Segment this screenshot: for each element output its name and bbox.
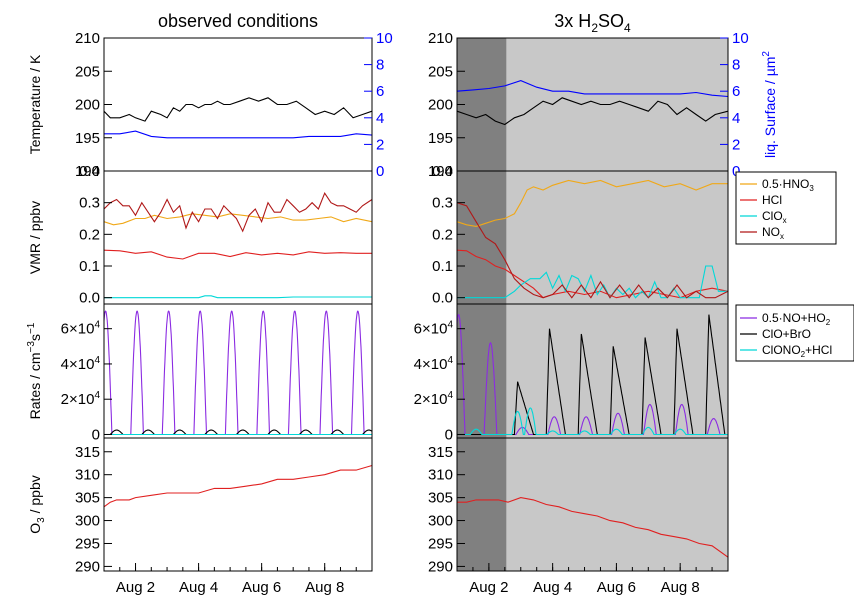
y-tick-label: 6×104 bbox=[414, 320, 454, 338]
title-right: 3x H2SO4 bbox=[554, 11, 631, 35]
legend-box-rates bbox=[735, 304, 854, 362]
panel-frame bbox=[103, 37, 373, 172]
y-tick-label: 6×104 bbox=[61, 320, 101, 338]
y-tick-label: 295 bbox=[428, 535, 453, 552]
y-tick-label: 205 bbox=[428, 63, 453, 80]
y-tick-label: 0.0 bbox=[79, 290, 100, 307]
y-tick-label: 315 bbox=[428, 444, 453, 461]
y-tick-label: 310 bbox=[428, 467, 453, 484]
y-tick-label: 2 bbox=[376, 136, 384, 153]
vmr-line-nox bbox=[456, 202, 729, 299]
y-tick-label: 0.2 bbox=[79, 226, 100, 243]
vmr-line-clox bbox=[457, 265, 728, 299]
y-tick-label: 8 bbox=[376, 57, 384, 74]
y-tick-label: 4 bbox=[732, 110, 740, 127]
vmr-line-hno3 bbox=[456, 179, 728, 227]
x-tick-label: Aug 8 bbox=[305, 579, 344, 596]
y-tick-label: 2×104 bbox=[414, 390, 454, 408]
rate-line-clono2-hcl bbox=[457, 407, 728, 436]
y-tick-label: 10 bbox=[376, 30, 393, 47]
y-tick-label: 0.1 bbox=[79, 258, 100, 275]
y-tick-label: 190 bbox=[428, 163, 453, 180]
y-tick-label: 200 bbox=[75, 97, 100, 114]
y-tick-label: 0.3 bbox=[432, 195, 453, 212]
title-left: observed conditions bbox=[158, 11, 318, 31]
panel-frame bbox=[456, 437, 729, 572]
y-tick-label: 0.2 bbox=[432, 226, 453, 243]
vmr-line-hno3 bbox=[103, 213, 373, 226]
y2-axis-label-surface: liq. Surface / µm2 bbox=[761, 51, 778, 158]
y-tick-label: 300 bbox=[75, 513, 100, 530]
y-tick-label: 8 bbox=[732, 57, 740, 74]
y-tick-label: 6 bbox=[732, 83, 740, 100]
liq-surface-line bbox=[104, 130, 373, 139]
y-tick-label: 2 bbox=[732, 136, 740, 153]
y-tick-label: 6 bbox=[376, 83, 384, 100]
y-tick-label: 195 bbox=[75, 130, 100, 147]
x-tick-label: Aug 6 bbox=[242, 579, 281, 596]
panel-frame bbox=[103, 437, 373, 572]
y-tick-label: 190 bbox=[75, 163, 100, 180]
temperature-line bbox=[456, 97, 729, 126]
x-tick-label: Aug 4 bbox=[533, 579, 572, 596]
y-tick-label: 0 bbox=[445, 426, 453, 443]
y-tick-label: 195 bbox=[428, 130, 453, 147]
x-tick-label: Aug 6 bbox=[597, 579, 636, 596]
vmr-line-clox bbox=[104, 295, 372, 299]
y-axis-label-vmr: VMR / ppbv bbox=[27, 201, 43, 274]
y-tick-label: 210 bbox=[75, 30, 100, 47]
y-tick-label: 2×104 bbox=[61, 390, 101, 408]
x-tick-label: Aug 4 bbox=[179, 579, 218, 596]
y-tick-label: 200 bbox=[428, 97, 453, 114]
ozone-line bbox=[103, 464, 373, 508]
x-tick-label: Aug 2 bbox=[469, 579, 508, 596]
y-tick-label: 315 bbox=[75, 444, 100, 461]
x-tick-label: Aug 2 bbox=[116, 579, 155, 596]
legend-label-clox: ClOx bbox=[762, 209, 787, 225]
y-tick-label: 300 bbox=[428, 513, 453, 530]
x-tick-label: Aug 8 bbox=[661, 579, 700, 596]
legend-label-hno3: 0.5·HNO3 bbox=[762, 177, 814, 193]
y-tick-label: 0 bbox=[376, 163, 384, 180]
y-tick-label: 0.4 bbox=[79, 163, 100, 180]
y-tick-label: 0.1 bbox=[432, 258, 453, 275]
y-tick-label: 4×104 bbox=[414, 355, 454, 373]
y-axis-label-ozone: O3 / ppbv bbox=[27, 475, 47, 533]
y-tick-label: 310 bbox=[75, 467, 100, 484]
vmr-line-nox bbox=[103, 192, 373, 233]
y-axis-label-rates: Rates / cm−3s−1 bbox=[26, 322, 43, 419]
y-tick-label: 0.4 bbox=[432, 163, 453, 180]
y-tick-label: 0.3 bbox=[79, 195, 100, 212]
y-tick-label: 295 bbox=[75, 535, 100, 552]
legend-label-clono2-hcl: ClONO2+HCl bbox=[762, 343, 832, 359]
temperature-line bbox=[103, 97, 373, 122]
y-tick-label: 0.0 bbox=[432, 290, 453, 307]
y-axis-label-temperature: Temperature / K bbox=[27, 54, 43, 154]
legend-label-nox: NOx bbox=[762, 225, 784, 241]
y-tick-label: 210 bbox=[428, 30, 453, 47]
y-tick-label: 4 bbox=[376, 110, 384, 127]
legend-label-no-ho2: 0.5·NO+HO2 bbox=[762, 311, 831, 327]
panel-frame bbox=[103, 170, 373, 305]
liq-surface-line bbox=[456, 80, 729, 98]
legend-label-clo-bro: ClO+BrO bbox=[762, 327, 811, 341]
y-tick-label: 305 bbox=[428, 490, 453, 507]
y-tick-label: 205 bbox=[75, 63, 100, 80]
ozone-line bbox=[457, 497, 729, 558]
rate-line-no-ho2 bbox=[103, 310, 372, 436]
y-tick-label: 4×104 bbox=[61, 355, 101, 373]
vmr-line-hcl bbox=[456, 249, 729, 299]
legend-label-hcl: HCl bbox=[762, 193, 782, 207]
y-tick-label: 0 bbox=[92, 426, 100, 443]
vmr-line-hcl bbox=[103, 249, 372, 260]
y-tick-label: 10 bbox=[732, 30, 749, 47]
y-tick-label: 290 bbox=[428, 558, 453, 575]
y-tick-label: 290 bbox=[75, 558, 100, 575]
y-tick-label: 305 bbox=[75, 490, 100, 507]
